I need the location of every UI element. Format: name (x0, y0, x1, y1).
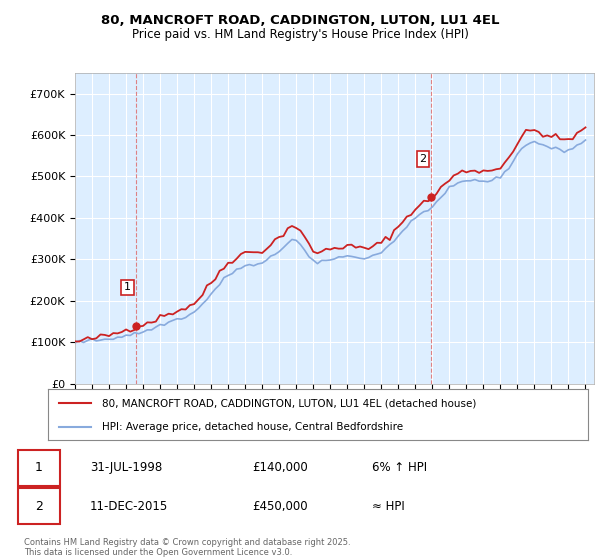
Text: Contains HM Land Registry data © Crown copyright and database right 2025.
This d: Contains HM Land Registry data © Crown c… (24, 538, 350, 557)
Text: 1: 1 (35, 461, 43, 474)
Text: £140,000: £140,000 (252, 461, 308, 474)
Text: 80, MANCROFT ROAD, CADDINGTON, LUTON, LU1 4EL: 80, MANCROFT ROAD, CADDINGTON, LUTON, LU… (101, 14, 499, 27)
Text: 1: 1 (124, 282, 131, 292)
FancyBboxPatch shape (18, 450, 60, 486)
Text: 2: 2 (419, 154, 427, 164)
Text: 80, MANCROFT ROAD, CADDINGTON, LUTON, LU1 4EL (detached house): 80, MANCROFT ROAD, CADDINGTON, LUTON, LU… (102, 398, 476, 408)
Text: £450,000: £450,000 (252, 500, 308, 512)
Text: 2: 2 (35, 500, 43, 512)
Text: 31-JUL-1998: 31-JUL-1998 (90, 461, 162, 474)
Text: 11-DEC-2015: 11-DEC-2015 (90, 500, 168, 512)
FancyBboxPatch shape (18, 488, 60, 524)
Text: Price paid vs. HM Land Registry's House Price Index (HPI): Price paid vs. HM Land Registry's House … (131, 28, 469, 41)
Text: HPI: Average price, detached house, Central Bedfordshire: HPI: Average price, detached house, Cent… (102, 422, 403, 432)
Text: 6% ↑ HPI: 6% ↑ HPI (372, 461, 427, 474)
Text: ≈ HPI: ≈ HPI (372, 500, 405, 512)
